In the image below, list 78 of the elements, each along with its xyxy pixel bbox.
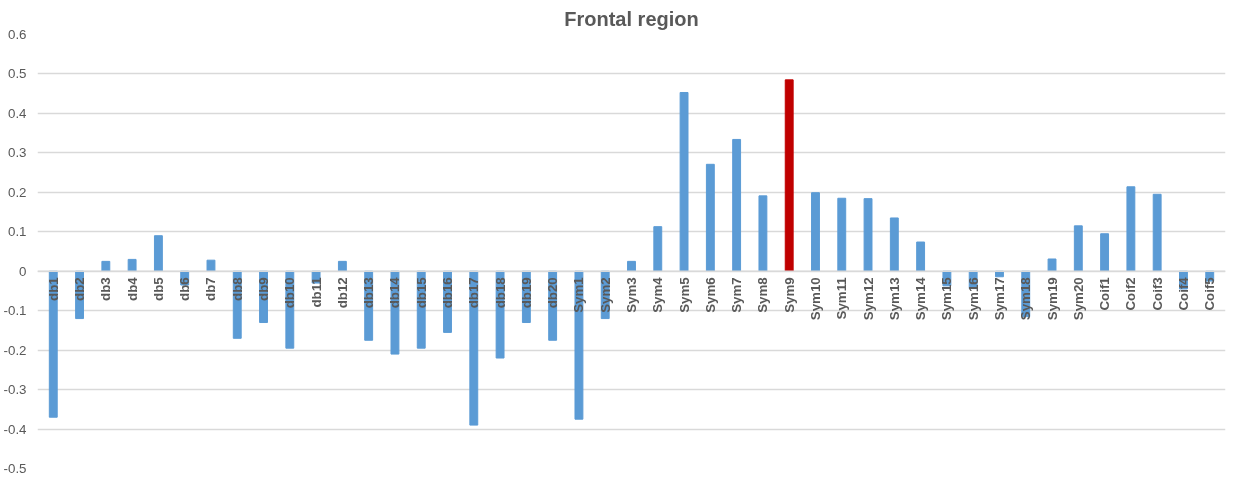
x-tick-label: db12 bbox=[334, 277, 350, 309]
y-tick-label: 0.5 bbox=[7, 66, 27, 82]
x-tick-label: db9 bbox=[256, 277, 272, 301]
bar bbox=[758, 195, 768, 272]
bar bbox=[732, 138, 742, 272]
x-tick-label: Coif3 bbox=[1149, 277, 1165, 311]
x-tick-label: db5 bbox=[150, 276, 166, 301]
bar bbox=[1100, 233, 1110, 272]
x-tick-label: Sym5 bbox=[676, 276, 692, 313]
x-tick-label: Sym20 bbox=[1070, 277, 1086, 321]
x-tick-label: db7 bbox=[203, 277, 219, 301]
x-tick-label: Sym17 bbox=[991, 277, 1007, 321]
x-tick-label: Sym11 bbox=[834, 276, 850, 320]
x-tick-label: Sym13 bbox=[886, 277, 902, 321]
x-tick-label: db10 bbox=[282, 277, 298, 309]
x-tick-label: db15 bbox=[413, 276, 429, 309]
x-tick-label: Coif5 bbox=[1202, 276, 1218, 311]
bar bbox=[1073, 225, 1083, 272]
x-tick-label: Coif4 bbox=[1175, 276, 1191, 311]
bar bbox=[153, 235, 163, 272]
bar bbox=[679, 92, 689, 272]
x-tick-label: Coif2 bbox=[1123, 277, 1139, 311]
bar bbox=[916, 241, 926, 272]
x-tick-label: Coif1 bbox=[1097, 276, 1113, 311]
x-tick-label: Sym8 bbox=[755, 277, 771, 313]
bar bbox=[1126, 186, 1136, 272]
x-tick-label: Sym9 bbox=[781, 277, 797, 313]
x-tick-label: Sym3 bbox=[624, 277, 639, 313]
y-tick-label: 0.6 bbox=[7, 27, 27, 42]
bar bbox=[889, 217, 899, 272]
x-tick-label: Sym2 bbox=[597, 277, 613, 313]
bar bbox=[574, 270, 584, 420]
x-tick-label: Sym6 bbox=[702, 277, 718, 313]
y-tick-label: 0.3 bbox=[7, 145, 27, 161]
x-tick-label: db8 bbox=[229, 277, 245, 301]
chart-title: Frontal region bbox=[564, 7, 699, 30]
x-tick-label: db6 bbox=[177, 277, 193, 301]
bar bbox=[705, 163, 715, 272]
x-tick-label: db11 bbox=[308, 276, 324, 308]
y-tick-label: 0 bbox=[19, 263, 27, 279]
x-tick-label: Sym10 bbox=[807, 277, 823, 321]
x-tick-label: Sym15 bbox=[939, 276, 955, 321]
x-tick-label: Sym16 bbox=[965, 277, 981, 321]
bar bbox=[863, 198, 873, 272]
bar bbox=[1152, 193, 1162, 272]
y-tick-label: -0.2 bbox=[3, 342, 27, 358]
x-tick-label: Sym19 bbox=[1044, 277, 1060, 321]
x-tick-label: db18 bbox=[492, 277, 508, 309]
x-tick-label: db4 bbox=[124, 276, 140, 301]
x-tick-label: Sym1 bbox=[571, 276, 587, 313]
y-tick-label: 0.2 bbox=[7, 184, 27, 200]
y-tick-label: 0.4 bbox=[7, 105, 28, 121]
x-tick-label: Sym14 bbox=[913, 276, 929, 321]
y-tick-label: 0.1 bbox=[7, 224, 27, 240]
bar bbox=[653, 226, 663, 272]
bar bbox=[811, 192, 820, 272]
bar bbox=[206, 259, 216, 272]
bar bbox=[48, 270, 58, 418]
x-tick-label: db17 bbox=[466, 277, 482, 309]
x-tick-label: db13 bbox=[361, 277, 377, 309]
x-tick-label: Sym12 bbox=[860, 277, 876, 321]
x-tick-label: Sym7 bbox=[729, 277, 745, 313]
y-tick-label: -0.5 bbox=[3, 461, 27, 476]
x-tick-label: db20 bbox=[545, 277, 561, 309]
x-tick-label: db16 bbox=[440, 277, 456, 309]
x-tick-label: db19 bbox=[518, 277, 534, 309]
y-tick-label: -0.3 bbox=[3, 382, 27, 398]
x-tick-label: db1 bbox=[45, 276, 61, 301]
y-tick-label: -0.4 bbox=[3, 421, 28, 437]
x-tick-label: Sym4 bbox=[650, 276, 666, 313]
x-tick-label: db14 bbox=[387, 276, 403, 309]
bar bbox=[784, 79, 794, 272]
y-tick-label: -0.1 bbox=[3, 303, 27, 319]
x-tick-label: db3 bbox=[98, 277, 114, 301]
bar bbox=[1047, 258, 1057, 272]
x-tick-label: db2 bbox=[72, 277, 88, 301]
bar bbox=[837, 197, 847, 272]
x-tick-label: Sym18 bbox=[1018, 277, 1034, 321]
